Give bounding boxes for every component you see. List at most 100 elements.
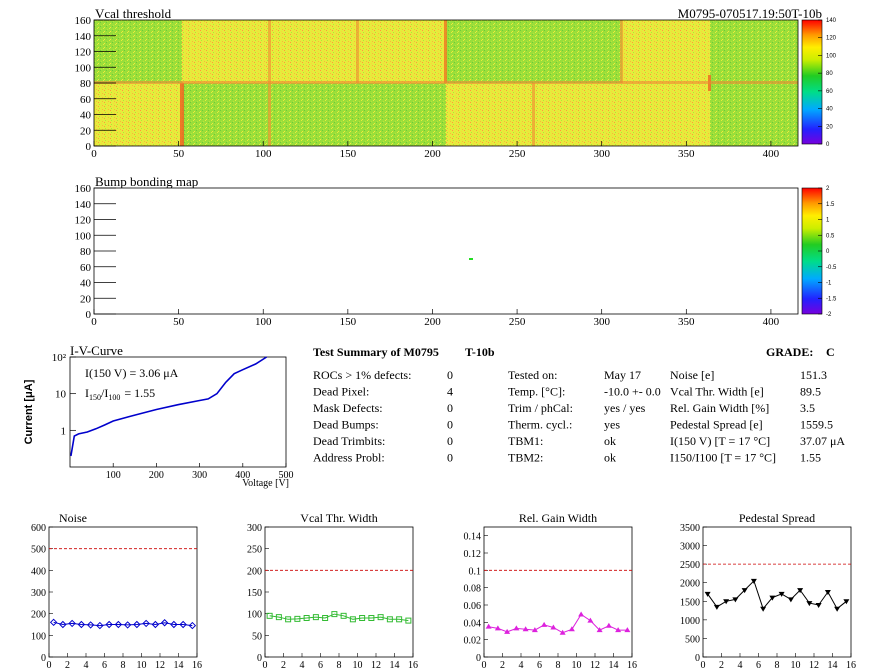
summary-right-row-value: 1.55 — [800, 451, 821, 465]
bump-x-tick-label: 250 — [509, 316, 526, 328]
small-chart-x-tick-label: 4 — [738, 660, 743, 671]
small-chart-point — [769, 595, 776, 601]
vcal-x-tick-label: 200 — [424, 148, 441, 160]
small-chart-x-tick-label: 16 — [192, 660, 202, 671]
small-chart-x-tick-label: 10 — [353, 660, 363, 671]
small-chart-x-tick-label: 8 — [337, 660, 342, 671]
small-chart-point — [568, 626, 575, 632]
summary-right-row-value: 37.07 μA — [800, 434, 845, 448]
summary-left-row-value: 4 — [447, 385, 453, 399]
small-chart-x-tick-label: 14 — [609, 660, 619, 671]
small-chart-x-tick-label: 12 — [809, 660, 819, 671]
small-chart-point — [834, 606, 841, 612]
bump-scale-label: 1.5 — [826, 202, 835, 208]
iv-x-tick-label: 500 — [279, 470, 294, 481]
small-chart-point — [322, 615, 329, 621]
small-chart-point — [179, 620, 187, 629]
summary-mid-row-label: TBM2: — [508, 451, 543, 465]
small-chart-point — [494, 625, 501, 631]
small-chart-title: Noise — [59, 511, 87, 525]
small-chart-x-tick-label: 10 — [137, 660, 147, 671]
bump-x-tick-label: 300 — [593, 316, 610, 328]
small-chart-y-tick-label: 2000 — [680, 579, 700, 590]
vcal-scale-label: 100 — [826, 53, 837, 59]
small-chart-x-tick-label: 4 — [519, 660, 524, 671]
small-chart-x-tick-label: 14 — [174, 660, 184, 671]
small-chart-y-tick-label: 500 — [31, 545, 46, 556]
bump-y-tick-label: 20 — [80, 293, 92, 305]
small-chart-y-tick-label: 300 — [31, 588, 46, 599]
small-chart-y-tick-label: 0.08 — [464, 584, 482, 595]
small-chart-point — [312, 614, 319, 621]
iv-xlabel: Voltage [V] — [242, 478, 289, 489]
vcal-y-tick-label: 40 — [80, 110, 92, 122]
small-chart-point — [405, 617, 412, 624]
small-chart-point — [49, 618, 58, 627]
bump-x-tick-label: 100 — [255, 316, 272, 328]
small-chart-point — [531, 627, 538, 633]
bump-plot-frame — [93, 187, 799, 315]
small-chart-x-tick-label: 4 — [84, 660, 89, 671]
summary-mid-row-label: Therm. cycl.: — [508, 418, 572, 432]
small-chart-point — [615, 627, 622, 633]
small-chart-x-tick-label: 14 — [390, 660, 400, 671]
small-chart-point — [160, 619, 169, 627]
small-chart-y-tick-label: 50 — [252, 631, 262, 642]
summary-right-row-label: I(150 V) [T = 17 °C] — [670, 434, 770, 448]
small-chart-point — [266, 612, 273, 619]
summary-right-row-label: Vcal Thr. Width [e] — [670, 385, 764, 399]
summary-mid-row-value: yes / yes — [604, 401, 646, 415]
small-chart-point — [713, 604, 720, 610]
summary-mid-row-label: Tested on: — [508, 368, 557, 382]
small-chart-y-tick-label: 250 — [247, 545, 262, 556]
iv-annotation-current: I(150 V) = 3.06 μA — [85, 366, 179, 380]
vcal-y-tick-label: 140 — [75, 31, 92, 43]
iv-series-line — [70, 356, 268, 457]
small-chart-y-tick-label: 600 — [31, 523, 46, 534]
vcal-scale-label: 140 — [826, 18, 837, 24]
small-chart-x-tick-label: 16 — [408, 660, 418, 671]
bump-defect-marker — [469, 258, 473, 260]
small-chart-point — [541, 621, 548, 627]
small-chart-point — [77, 620, 86, 629]
small-chart-point — [587, 617, 594, 623]
bump-x-tick-label: 400 — [763, 316, 780, 328]
small-chart-y-tick-label: 100 — [31, 631, 46, 642]
small-chart-point — [96, 621, 104, 630]
small-chart-x-tick-label: 12 — [155, 660, 165, 671]
summary-left-row-value: 0 — [447, 368, 453, 382]
small-chart-point — [386, 616, 393, 623]
small-chart-point — [68, 619, 76, 628]
summary-mid-row-value: -10.0 +- 0.0 — [604, 385, 661, 399]
small-chart-point — [843, 599, 850, 605]
bump-x-tick-label: 150 — [340, 316, 357, 328]
small-chart-y-tick-label: 500 — [685, 634, 700, 645]
vcal-scale-label: 20 — [826, 124, 833, 130]
summary-right-row-label: Rel. Gain Width [%] — [670, 401, 769, 415]
small-chart-series-line — [269, 613, 409, 622]
small-chart-y-tick-label: 200 — [31, 610, 46, 621]
small-chart-point — [485, 623, 492, 629]
small-chart-point — [349, 616, 356, 623]
small-chart-y-tick-label: 0.06 — [464, 601, 482, 612]
bump-map-title: Bump bonding map — [95, 174, 198, 189]
module-id: M0795-070517.19:50T-10b — [678, 6, 822, 21]
iv-x-tick-label: 100 — [106, 470, 121, 481]
small-chart-y-tick-label: 200 — [247, 566, 262, 577]
vcal-scale-label: 80 — [826, 71, 833, 77]
small-chart-point — [504, 628, 511, 634]
small-chart-point — [123, 621, 132, 629]
summary-mid-row-label: Trim / phCal: — [508, 401, 573, 415]
small-chart-point — [624, 627, 631, 633]
small-chart-point — [550, 624, 557, 630]
small-chart-point — [824, 590, 831, 595]
small-chart-point — [114, 620, 123, 629]
summary-mid-row-label: TBM1: — [508, 434, 543, 448]
vcal-map-title: Vcal threshold — [95, 6, 172, 21]
summary-mid-row-value: May 17 — [604, 368, 641, 382]
bump-y-tick-label: 80 — [80, 246, 92, 258]
small-chart-point — [151, 620, 160, 629]
small-chart-point — [787, 597, 794, 603]
bump-y-tick-label: 140 — [75, 199, 92, 211]
small-chart-point — [396, 616, 403, 623]
